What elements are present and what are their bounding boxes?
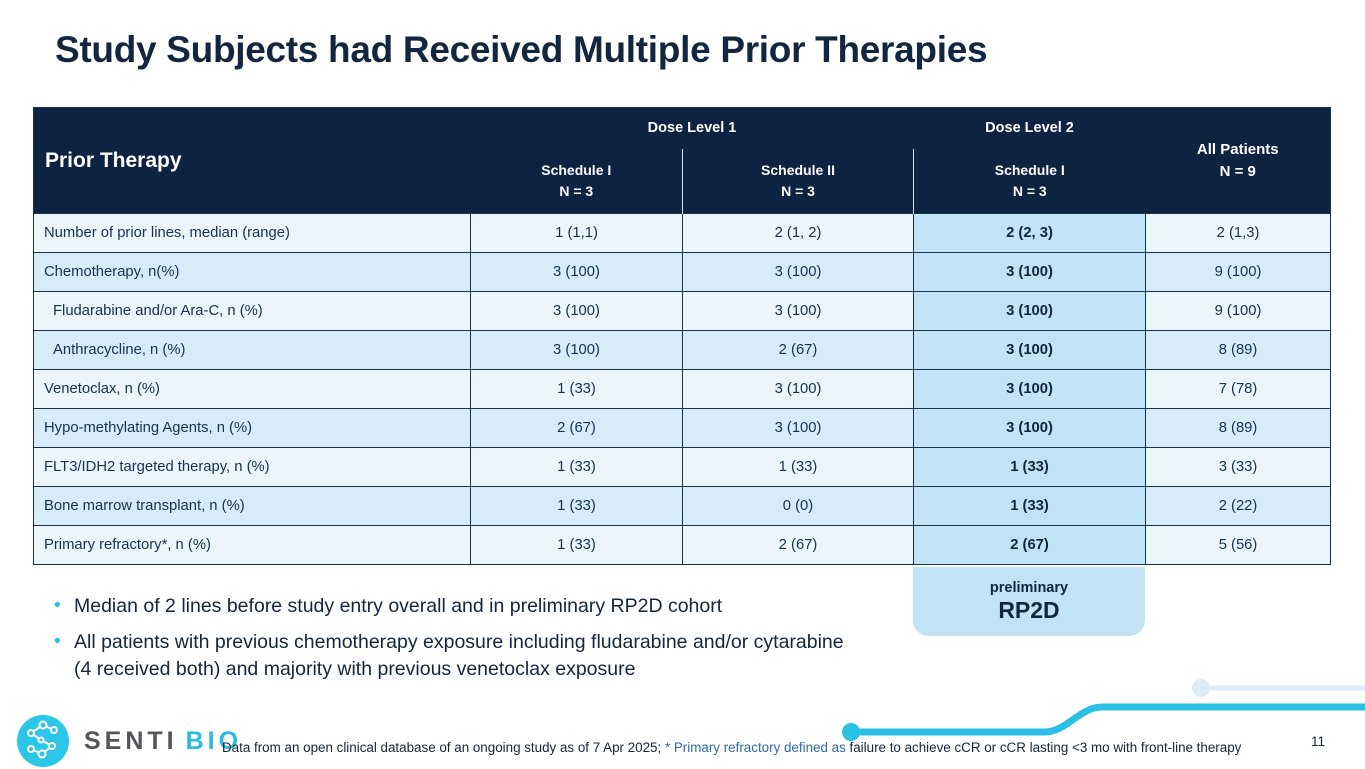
table-row: FLT3/IDH2 targeted therapy, n (%) 1 (33) 1…	[33, 447, 1332, 487]
header-dose-level-1: Dose Level 1	[470, 107, 914, 149]
row-label: Primary refractory*, n (%)	[33, 525, 471, 565]
cell-value: 2 (1,3)	[1145, 213, 1332, 253]
cell-value-rp2d: 3 (100)	[913, 291, 1147, 331]
row-label: Hypo-methylating Agents, n (%)	[33, 408, 471, 448]
footnote: Data from an open clinical database of a…	[222, 740, 1241, 755]
cell-value: 1 (33)	[470, 486, 683, 526]
header-all-patients: All Patients N = 9	[1145, 107, 1331, 214]
cell-value: 0 (0)	[681, 486, 915, 526]
decorative-swoosh-lines	[842, 679, 1365, 741]
footnote-source: Data from an open clinical database of a…	[222, 740, 665, 755]
table-row: Hypo-methylating Agents, n (%) 2 (67) 3 (1…	[33, 408, 1332, 448]
row-label: Venetoclax, n (%)	[33, 369, 471, 409]
cell-value-rp2d: 2 (2, 3)	[913, 213, 1147, 253]
cell-value: 2 (67)	[470, 408, 683, 448]
header-dl1-schedule-1: Schedule I N = 3	[470, 148, 683, 214]
cell-value: 3 (100)	[681, 369, 915, 409]
header-dose-level-2: Dose Level 2	[913, 107, 1146, 149]
cell-value: 8 (89)	[1145, 408, 1332, 448]
cell-value: 1 (33)	[470, 447, 683, 487]
prior-therapy-table-body: Number of prior lines, median (range) 1 (…	[33, 213, 1332, 565]
table-row: Venetoclax, n (%) 1 (33) 3 (100) 3 (100) 7 (…	[33, 369, 1332, 409]
table-row: Chemotherapy, n(%) 3 (100) 3 (100) 3 (100) 9…	[33, 252, 1332, 292]
cell-value-rp2d: 3 (100)	[913, 369, 1147, 409]
cell-value-rp2d: 3 (100)	[913, 252, 1147, 292]
senti-bio-logo-icon	[17, 715, 69, 767]
cell-value: 2 (67)	[681, 525, 915, 565]
senti-bio-wordmark: SENTI BIO	[84, 727, 242, 756]
schedule-n: N = 3	[1012, 182, 1047, 199]
cell-value-rp2d: 1 (33)	[913, 447, 1147, 487]
cell-value: 2 (67)	[681, 330, 915, 370]
row-label: FLT3/IDH2 targeted therapy, n (%)	[33, 447, 471, 487]
cell-value: 3 (100)	[681, 291, 915, 331]
cell-value: 3 (33)	[1145, 447, 1332, 487]
table-header: Prior Therapy Dose Level 1 Dose Level 2 …	[33, 107, 1331, 214]
cell-value: 9 (100)	[1145, 291, 1332, 331]
schedule-name: Schedule II	[761, 161, 835, 178]
cell-value: 8 (89)	[1145, 330, 1332, 370]
cell-value: 3 (100)	[470, 330, 683, 370]
schedule-name: Schedule I	[994, 161, 1065, 178]
schedule-n: N = 3	[559, 182, 594, 199]
schedule-name: Schedule I	[541, 161, 612, 178]
rp2d-badge-title: RP2D	[998, 596, 1060, 623]
prior-therapy-table: Prior Therapy Dose Level 1 Dose Level 2 …	[33, 107, 1332, 565]
cell-value-rp2d: 3 (100)	[913, 330, 1147, 370]
bullet-item: All patients with previous chemotherapy …	[52, 629, 862, 683]
table-row: Anthracycline, n (%) 3 (100) 2 (67) 3 (100)…	[33, 330, 1332, 370]
cell-value-rp2d: 1 (33)	[913, 486, 1147, 526]
table-row: Number of prior lines, median (range) 1 (…	[33, 213, 1332, 253]
logo-bio-text: BIO	[185, 727, 243, 755]
cell-value: 5 (56)	[1145, 525, 1332, 565]
header-dl2-schedule-1: Schedule I N = 3	[913, 148, 1146, 214]
cell-value: 2 (22)	[1145, 486, 1332, 526]
header-prior-therapy: Prior Therapy	[33, 107, 471, 214]
cell-value: 3 (100)	[681, 408, 915, 448]
footnote-definition-lead: * Primary refractory defined as	[664, 740, 850, 755]
cell-value: 1 (33)	[470, 525, 683, 565]
cell-value-rp2d: 2 (67)	[913, 525, 1147, 565]
row-label: Bone marrow transplant, n (%)	[33, 486, 471, 526]
table-row: Fludarabine and/or Ara-C, n (%) 3 (100) 3 …	[33, 291, 1332, 331]
table-row: Primary refractory*, n (%) 1 (33) 2 (67) 2 …	[33, 525, 1332, 565]
footnote-definition-rest: failure to achieve cCR or cCR lasting <3…	[849, 740, 1242, 755]
key-takeaways-list: Median of 2 lines before study entry ove…	[52, 593, 862, 692]
table-row: Bone marrow transplant, n (%) 1 (33) 0 (0)…	[33, 486, 1332, 526]
cell-value: 1 (33)	[681, 447, 915, 487]
preliminary-rp2d-badge: preliminary RP2D	[913, 567, 1145, 636]
rp2d-badge-label: preliminary	[989, 579, 1069, 596]
header-all-patients-line2: N = 9	[1219, 162, 1256, 180]
cell-value: 3 (100)	[470, 252, 683, 292]
header-all-patients-line1: All Patients	[1196, 140, 1279, 158]
cell-value: 1 (1,1)	[470, 213, 683, 253]
row-label: Fludarabine and/or Ara-C, n (%)	[33, 291, 471, 331]
cell-value: 2 (1, 2)	[681, 213, 915, 253]
cell-value: 3 (100)	[681, 252, 915, 292]
page-number: 11	[1311, 734, 1326, 749]
cell-value: 3 (100)	[470, 291, 683, 331]
row-label: Anthracycline, n (%)	[33, 330, 471, 370]
page-title: Study Subjects had Received Multiple Pri…	[55, 29, 988, 70]
cell-value: 1 (33)	[470, 369, 683, 409]
cell-value: 7 (78)	[1145, 369, 1332, 409]
bullet-item: Median of 2 lines before study entry ove…	[52, 593, 862, 620]
cell-value: 9 (100)	[1145, 252, 1332, 292]
row-label: Chemotherapy, n(%)	[33, 252, 471, 292]
header-dl1-schedule-2: Schedule II N = 3	[681, 148, 914, 214]
cell-value-rp2d: 3 (100)	[913, 408, 1147, 448]
logo-senti-text: SENTI	[84, 727, 178, 755]
schedule-n: N = 3	[781, 182, 815, 199]
row-label: Number of prior lines, median (range)	[33, 213, 471, 253]
